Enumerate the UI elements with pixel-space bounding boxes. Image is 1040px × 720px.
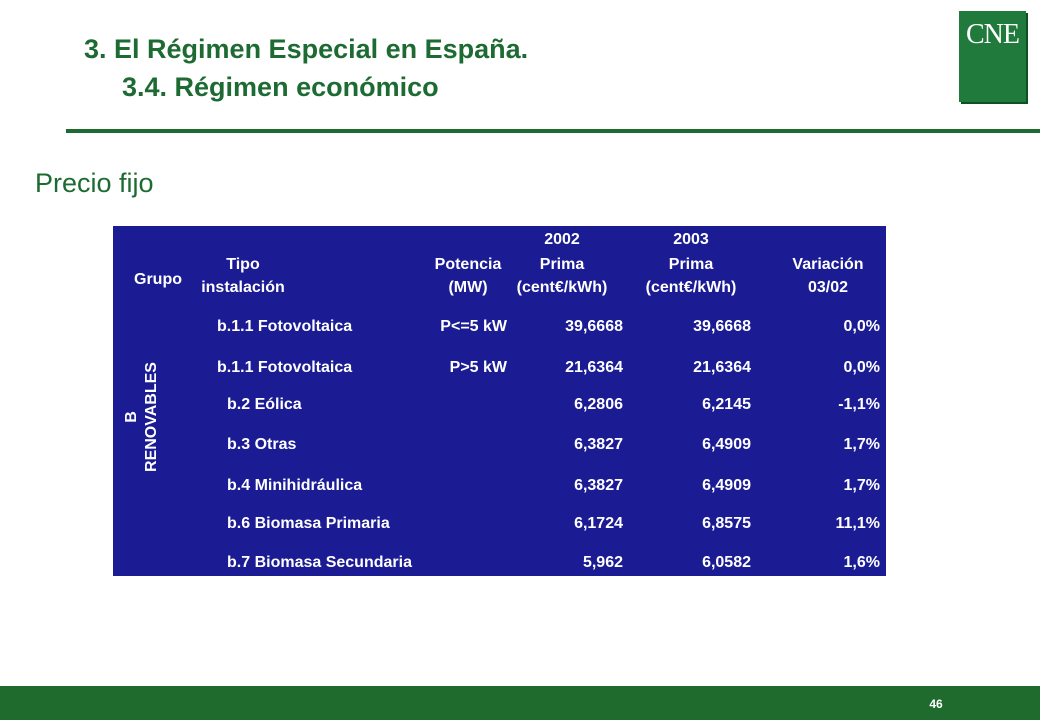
section-title: Precio fijo <box>35 168 154 198</box>
row-2-variacion: 0,0% <box>843 359 880 376</box>
row-3-tipo: b.2 Eólica <box>227 396 302 413</box>
title-underline <box>66 129 1040 133</box>
row-7-variacion: 1,6% <box>843 554 880 571</box>
row-4-prima-2002: 6,3827 <box>574 436 623 453</box>
row-2-prima-2003: 21,6364 <box>693 359 751 376</box>
row-3-prima-2002: 6,2806 <box>574 396 623 413</box>
row-6-prima-2003: 6,8575 <box>702 515 751 532</box>
row-1-prima-2003: 39,6668 <box>693 318 751 335</box>
row-4-prima-2003: 6,4909 <box>702 436 751 453</box>
header-2003-year: 2003 <box>673 231 709 248</box>
header-2002-line2: (cent€/kWh) <box>516 279 608 296</box>
group-label-line1: B <box>123 411 140 423</box>
row-7-prima-2003: 6,0582 <box>702 554 751 571</box>
row-3-prima-2003: 6,2145 <box>702 396 751 413</box>
row-5-prima-2003: 6,4909 <box>702 477 751 494</box>
header-2003-line1: Prima <box>668 256 714 273</box>
header-potencia-line2: (MW) <box>448 279 488 296</box>
group-label-renovables: B RENOVABLES <box>122 362 162 472</box>
logo-text: CNE <box>966 19 1020 50</box>
row-7-prima-2002: 5,962 <box>582 554 623 571</box>
row-3-variacion: -1,1% <box>838 396 880 413</box>
slide-subtitle: 3.4. Régimen económico <box>122 72 439 102</box>
footer-bar: 46 <box>0 686 1040 720</box>
page-number: 46 <box>929 697 943 711</box>
row-4-tipo: b.3 Otras <box>227 436 297 453</box>
row-5-prima-2002: 6,3827 <box>574 477 623 494</box>
row-4-variacion: 1,7% <box>843 436 880 453</box>
header-2002-line1: Prima <box>539 256 585 273</box>
row-2-tipo: b.1.1 Fotovoltaica <box>217 359 353 376</box>
row-1-potencia: P<=5 kW <box>440 318 507 335</box>
row-1-prima-2002: 39,6668 <box>565 318 623 335</box>
header-tipo-line2: instalación <box>201 279 285 296</box>
row-6-tipo: b.6 Biomasa Primaria <box>227 515 390 532</box>
row-2-prima-2002: 21,6364 <box>565 359 623 376</box>
tariff-table: Grupo Tipo instalación Potencia (MW) 200… <box>113 226 886 576</box>
group-label-line2: RENOVABLES <box>143 362 160 472</box>
slide-title: 3. El Régimen Especial en España. <box>84 34 529 64</box>
header-variacion-line2: 03/02 <box>807 279 849 296</box>
cne-logo: CNE <box>959 11 1026 102</box>
header-potencia-line1: Potencia <box>434 256 502 273</box>
header-variacion-line1: Variación <box>792 256 864 273</box>
header-2002-year: 2002 <box>544 231 580 248</box>
row-5-tipo: b.4 Minihidráulica <box>227 477 363 494</box>
header-grupo: Grupo <box>134 271 182 288</box>
row-6-prima-2002: 6,1724 <box>574 515 623 532</box>
row-1-tipo: b.1.1 Fotovoltaica <box>217 318 353 335</box>
header-tipo-line1: Tipo <box>226 256 260 273</box>
header-2003-line2: (cent€/kWh) <box>645 279 737 296</box>
row-1-variacion: 0,0% <box>843 318 880 335</box>
row-7-tipo: b.7 Biomasa Secundaria <box>227 554 412 571</box>
row-6-variacion: 11,1% <box>835 515 880 532</box>
row-5-variacion: 1,7% <box>843 477 880 494</box>
row-2-potencia: P>5 kW <box>449 359 507 376</box>
